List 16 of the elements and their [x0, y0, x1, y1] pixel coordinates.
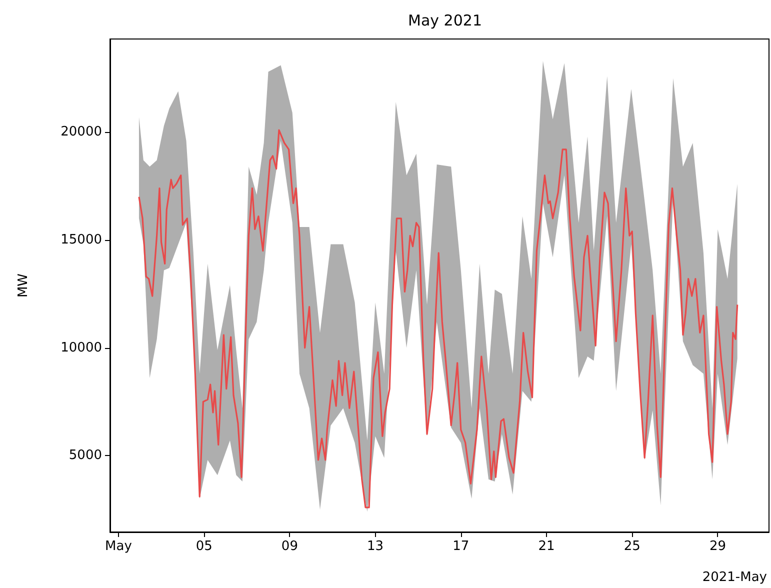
line-series [138, 129, 738, 508]
y-tick-label: 20000 [60, 124, 102, 140]
x-tick-label: 21 [538, 539, 555, 554]
y-axis-title: MW [16, 273, 31, 298]
chart-title: May 2021 [408, 12, 482, 30]
x-tick-label: 05 [196, 539, 212, 554]
x-tick-label: May [105, 539, 132, 554]
x-tick-label: 09 [281, 539, 298, 554]
x-tick-label: 29 [709, 539, 726, 554]
text: 2021-May [702, 570, 768, 585]
y-tick-label: 5000 [68, 448, 102, 464]
x-tick-label: 17 [452, 539, 470, 554]
x-tick-label: 25 [624, 539, 640, 554]
y-tick-label: 15000 [60, 232, 102, 248]
x-tick-label: 13 [367, 539, 384, 554]
y-tick-label: 10000 [60, 340, 102, 356]
